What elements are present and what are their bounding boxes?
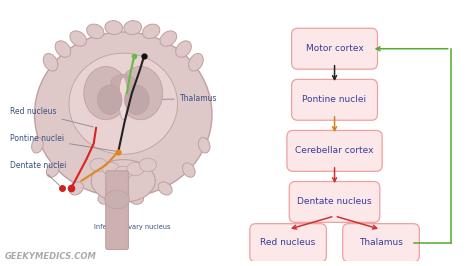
Ellipse shape	[43, 53, 58, 71]
Text: Thalamus: Thalamus	[143, 94, 218, 103]
Ellipse shape	[124, 21, 142, 35]
Text: Inferior olivary nucleus: Inferior olivary nucleus	[94, 217, 170, 230]
Text: Red nucleus: Red nucleus	[261, 238, 316, 247]
Text: GEEKYMEDICS.COM: GEEKYMEDICS.COM	[5, 252, 97, 261]
Ellipse shape	[70, 31, 86, 46]
Text: Pontine nuclei: Pontine nuclei	[10, 134, 116, 151]
Ellipse shape	[158, 182, 172, 195]
Ellipse shape	[139, 158, 156, 172]
Ellipse shape	[189, 53, 203, 71]
FancyBboxPatch shape	[289, 181, 380, 222]
Ellipse shape	[84, 66, 128, 120]
Ellipse shape	[69, 53, 177, 154]
Ellipse shape	[105, 21, 123, 35]
Ellipse shape	[55, 41, 71, 57]
Ellipse shape	[143, 24, 160, 39]
Ellipse shape	[176, 41, 191, 57]
Ellipse shape	[125, 85, 149, 114]
Ellipse shape	[115, 166, 132, 180]
Ellipse shape	[98, 192, 113, 204]
Ellipse shape	[198, 138, 210, 153]
Ellipse shape	[118, 66, 163, 120]
Ellipse shape	[127, 162, 144, 176]
FancyBboxPatch shape	[106, 171, 128, 250]
FancyBboxPatch shape	[343, 224, 419, 262]
Ellipse shape	[129, 192, 144, 204]
Ellipse shape	[87, 24, 104, 39]
Text: Pontine nuclei: Pontine nuclei	[302, 95, 366, 104]
Ellipse shape	[97, 85, 122, 114]
Ellipse shape	[182, 163, 195, 177]
Text: Thalamus: Thalamus	[359, 238, 403, 247]
Ellipse shape	[69, 182, 83, 195]
Ellipse shape	[102, 162, 119, 176]
Ellipse shape	[35, 32, 212, 197]
Ellipse shape	[32, 138, 43, 153]
FancyBboxPatch shape	[287, 130, 382, 171]
Text: Red nucleus: Red nucleus	[10, 107, 93, 127]
Ellipse shape	[111, 74, 136, 90]
Ellipse shape	[91, 160, 155, 202]
FancyBboxPatch shape	[292, 28, 377, 69]
Text: Dentate nuclei: Dentate nuclei	[10, 161, 66, 186]
Ellipse shape	[105, 190, 129, 209]
Ellipse shape	[46, 163, 59, 177]
Ellipse shape	[160, 31, 177, 46]
Text: Motor cortex: Motor cortex	[306, 44, 364, 53]
Text: Cerebellar cortex: Cerebellar cortex	[295, 146, 374, 155]
FancyBboxPatch shape	[250, 224, 327, 262]
FancyBboxPatch shape	[292, 79, 377, 120]
Ellipse shape	[90, 158, 107, 172]
Ellipse shape	[119, 77, 128, 120]
Text: Dentate nucleus: Dentate nucleus	[297, 197, 372, 206]
